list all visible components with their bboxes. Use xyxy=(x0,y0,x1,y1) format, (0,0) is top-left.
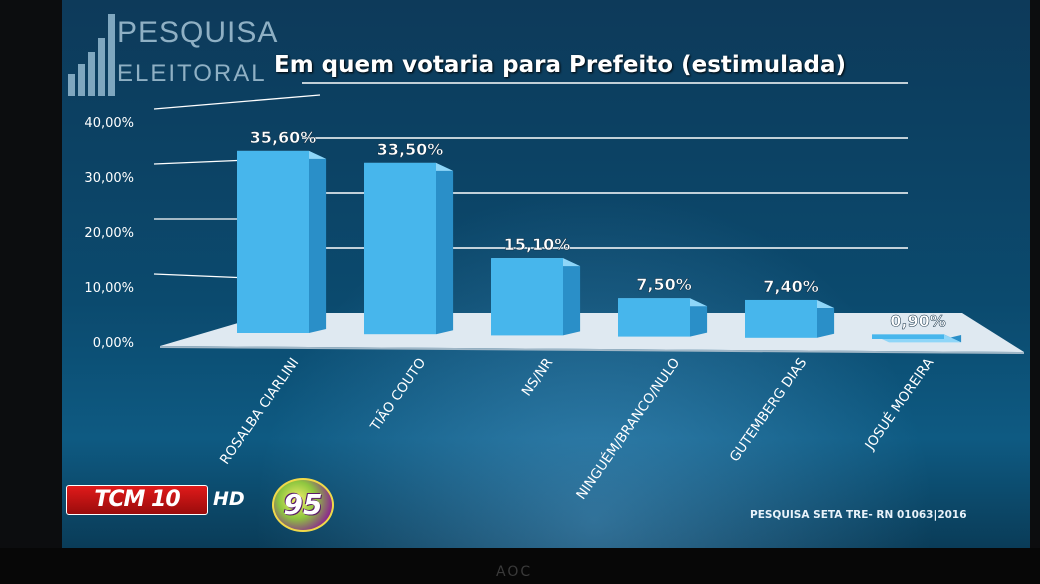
chart-floor-edge xyxy=(160,346,1024,354)
bar xyxy=(872,334,944,339)
logo-title-line2: ELEITORAL xyxy=(117,60,267,87)
bar xyxy=(745,299,817,338)
bar-side xyxy=(817,299,835,338)
category-label: TIÃO COUTO xyxy=(366,355,429,435)
monitor-brand: AOC xyxy=(496,564,533,580)
category-label: NINGUÉM/BRANCO/NULO xyxy=(572,355,683,503)
data-label: 35,60% xyxy=(250,128,317,147)
gridline-connector xyxy=(153,94,321,110)
chart-title: Em quem votaria para Prefeito (estimulad… xyxy=(274,52,847,78)
bar xyxy=(237,150,309,333)
channel-logo: TCM 10 xyxy=(66,485,208,515)
bar-side xyxy=(309,150,327,333)
bar-side xyxy=(563,258,581,336)
y-tick-label: 10,00% xyxy=(84,281,134,296)
data-label: 7,50% xyxy=(636,275,692,294)
monitor-bezel xyxy=(0,548,1040,584)
chart-bars-logo-icon xyxy=(68,14,115,96)
bar-side xyxy=(436,162,454,335)
broadcaster-logo: TCM 10 HD xyxy=(66,485,246,515)
y-tick-label: 30,00% xyxy=(84,171,134,186)
source-note: PESQUISA SETA TRE- RN 01063|2016 xyxy=(750,509,967,521)
logo-title-line1: PESQUISA xyxy=(117,16,279,49)
y-tick-label: 40,00% xyxy=(84,116,134,131)
radio-logo: 95 xyxy=(272,478,334,532)
tv-screen: PESQUISA ELEITORAL Em quem votaria para … xyxy=(62,0,1030,548)
data-label: 0,90% xyxy=(890,311,946,330)
data-label: 15,10% xyxy=(504,235,571,254)
bar-chart: 0,00% 10,00% 20,00% 30,00% 40,00% 35,60% ROSAL… xyxy=(84,82,1024,503)
data-label: 7,40% xyxy=(763,277,819,296)
category-label: JOSUÉ MOREIRA xyxy=(861,354,938,454)
bar xyxy=(491,258,563,336)
bar-side xyxy=(690,298,708,337)
y-tick-label: 20,00% xyxy=(84,226,134,241)
data-label: 33,50% xyxy=(377,140,444,159)
bar xyxy=(618,298,690,337)
category-label: ROSALBA CIARLINI xyxy=(217,355,302,467)
category-label: GUTEMBERG DIAS xyxy=(727,355,811,465)
category-label: NS/NR xyxy=(519,355,557,399)
y-tick-label: 0,00% xyxy=(93,336,134,351)
bar xyxy=(364,162,436,335)
hd-badge: HD xyxy=(213,488,245,510)
